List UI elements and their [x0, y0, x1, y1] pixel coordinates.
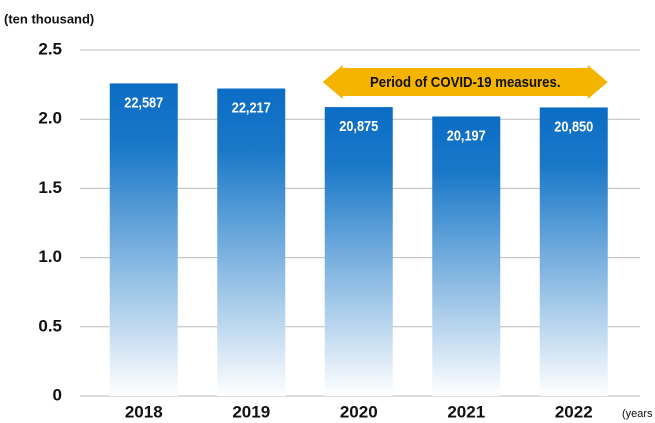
bar [539, 107, 608, 396]
y-tick-label: 0 [53, 385, 62, 404]
bar [109, 83, 178, 396]
y-tick-label: 0.5 [38, 316, 62, 335]
bar [324, 107, 393, 396]
bar [432, 116, 501, 397]
value-label: 20,850 [554, 117, 593, 134]
annotation-arrow [322, 65, 608, 99]
y-axis-label: (ten thousand) [4, 11, 94, 26]
y-tick-label: 2.5 [38, 39, 62, 58]
bar [217, 88, 286, 396]
x-axis-label: (years [622, 408, 653, 420]
x-tick-label: 2020 [340, 402, 378, 421]
value-label: 20,875 [339, 117, 378, 134]
x-tick-label: 2022 [555, 402, 593, 421]
annotation-text: Period of COVID-19 measures. [370, 73, 560, 90]
value-label: 22,587 [124, 93, 163, 110]
value-label: 20,197 [447, 126, 486, 143]
y-tick-label: 1.5 [38, 178, 62, 197]
y-tick-label: 1.0 [38, 247, 62, 266]
value-label: 22,217 [232, 98, 271, 115]
x-tick-label: 2018 [125, 402, 163, 421]
y-tick-label: 2.0 [38, 109, 62, 128]
x-tick-label: 2019 [232, 402, 270, 421]
x-tick-label: 2021 [447, 402, 485, 421]
